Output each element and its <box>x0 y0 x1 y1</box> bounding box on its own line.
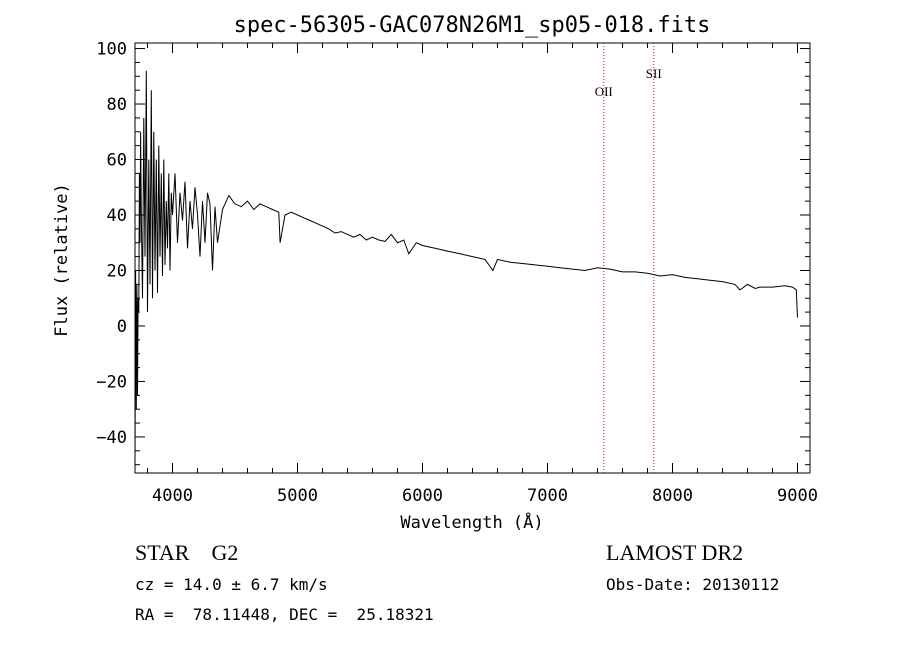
survey-name: LAMOST DR2 <box>606 540 743 565</box>
x-tick-label: 6000 <box>402 486 443 506</box>
line-label-sii: SII <box>646 66 662 81</box>
y-tick-label: 0 <box>117 317 127 337</box>
y-tick-label: −20 <box>96 372 127 392</box>
y-axis: −40 −20 0 20 40 60 80 100 <box>96 40 810 466</box>
plot-frame <box>134 42 811 474</box>
coordinates: RA = 78.11448, DEC = 25.18321 <box>135 605 434 624</box>
y-tick-label: 60 <box>107 151 127 171</box>
obs-date: Obs-Date: 20130112 <box>606 575 779 594</box>
y-tick-label: 100 <box>96 40 127 60</box>
y-tick-label: 80 <box>107 95 127 115</box>
y-tick-label: 20 <box>107 261 127 281</box>
x-tick-label: 7000 <box>527 486 568 506</box>
x-axis-label: Wavelength (Å) <box>400 511 543 533</box>
y-tick-label: −40 <box>96 428 127 448</box>
y-axis-label: Flux (relative) <box>52 183 72 337</box>
x-axis: 4000 5000 6000 7000 8000 9000 <box>147 43 818 506</box>
x-tick-label: 8000 <box>652 486 693 506</box>
x-tick-label: 9000 <box>777 486 818 506</box>
line-label-oii: OII <box>595 84 613 99</box>
chart-title: spec-56305-GAC078N26M1_sp05-018.fits <box>234 13 711 38</box>
x-tick-label: 4000 <box>152 486 193 506</box>
spectrum-line <box>134 70 798 465</box>
x-tick-label: 5000 <box>277 486 318 506</box>
emission-line-markers: OII SII <box>595 43 662 473</box>
redshift-info: cz = 14.0 ± 6.7 km/s <box>135 575 328 594</box>
object-class: STAR G2 <box>135 540 238 565</box>
y-tick-label: 40 <box>107 206 127 226</box>
